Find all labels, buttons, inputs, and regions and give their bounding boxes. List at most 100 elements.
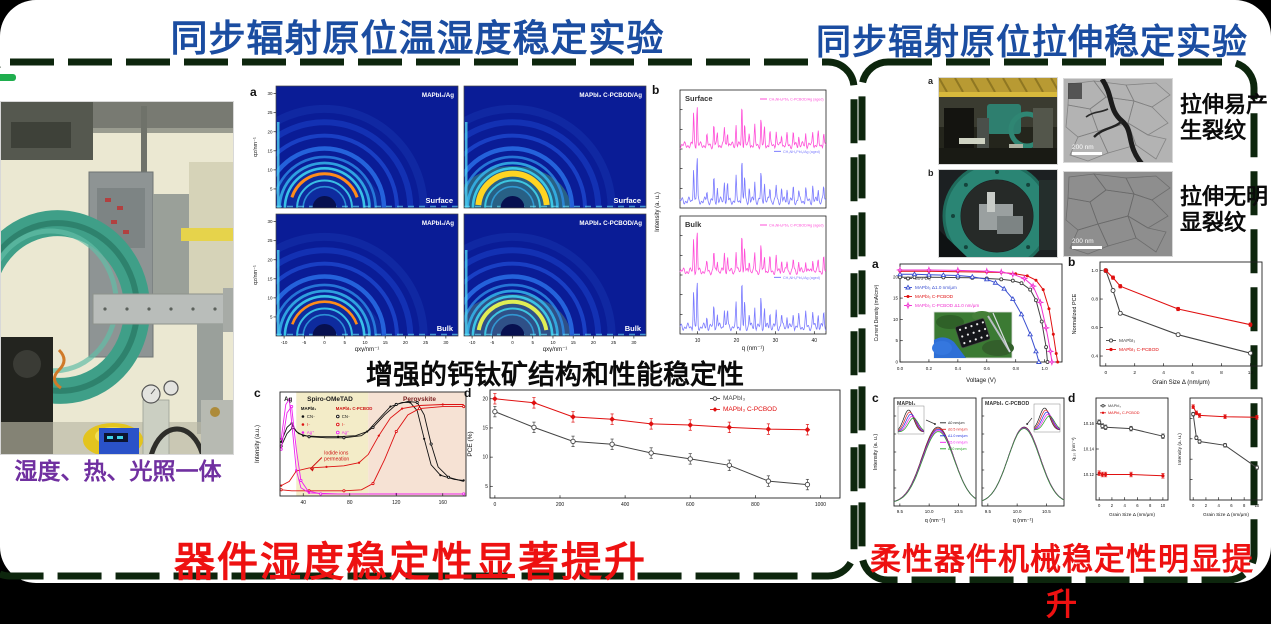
svg-text:CH₃NH₃PbI₃ C-PCBOD/Ag (aged): CH₃NH₃PbI₃ C-PCBOD/Ag (aged) [769, 224, 824, 228]
svg-text:MAPbI₃ C-PCBOD: MAPbI₃ C-PCBOD [336, 406, 373, 411]
svg-text:200 nm: 200 nm [1072, 238, 1094, 245]
svg-text:MAPbI₃: MAPbI₃ [915, 276, 931, 281]
svg-text:10.0: 10.0 [925, 509, 934, 514]
svg-text:MAPbI₃: MAPbI₃ [1108, 404, 1121, 408]
caption-crack: 拉伸易产生裂纹 [1180, 92, 1269, 143]
svg-text:MAPbI₃: MAPbI₃ [897, 401, 916, 407]
svg-text:8: 8 [1243, 503, 1246, 508]
svg-text:0.2: 0.2 [926, 366, 933, 371]
svg-text:10.0: 10.0 [1013, 509, 1022, 514]
svg-text:MAPbI₃ C-PCBOD: MAPbI₃ C-PCBOD [915, 294, 954, 299]
svg-text:0.4: 0.4 [955, 366, 962, 371]
svg-text:20: 20 [403, 340, 409, 345]
svg-text:40: 40 [812, 338, 818, 344]
svg-text:4: 4 [1218, 503, 1221, 508]
svg-text:Current Density (mA/cm²): Current Density (mA/cm²) [874, 284, 880, 341]
svg-text:9.5: 9.5 [897, 509, 904, 514]
svg-text:permeation: permeation [324, 456, 349, 462]
svg-text:CH₃NH₃PbI₃/Ag (aged): CH₃NH₃PbI₃/Ag (aged) [783, 150, 820, 154]
svg-text:d: d [464, 386, 471, 400]
svg-text:MAPbI₃ C-PCBOD: MAPbI₃ C-PCBOD [1108, 411, 1140, 415]
svg-text:6: 6 [1136, 503, 1139, 508]
svg-text:Intensity (a.u.): Intensity (a.u.) [255, 425, 261, 463]
svg-text:5: 5 [343, 340, 346, 345]
svg-text:CH₃NH₃PbI₃ C-PCBOD/Ag (aged): CH₃NH₃PbI₃ C-PCBOD/Ag (aged) [769, 98, 824, 102]
svg-text:4: 4 [1162, 370, 1165, 376]
svg-text:10: 10 [362, 340, 368, 345]
svg-text:Surface: Surface [613, 196, 641, 205]
depth-profile-figure: Ag Spiro-OMeTAD Perovskite MAPbI₃ MAPbI₃ C-P… [254, 386, 467, 506]
photo-beamline [0, 101, 234, 455]
group-borders [0, 58, 1258, 583]
svg-text:Perovskite: Perovskite [403, 396, 436, 403]
svg-text:80: 80 [347, 500, 353, 506]
svg-text:qz/nm⁻¹: qz/nm⁻¹ [253, 137, 259, 157]
svg-text:400: 400 [621, 502, 630, 508]
svg-text:qxy/nm⁻¹: qxy/nm⁻¹ [355, 347, 380, 352]
svg-text:CH₃NH₃PbI₃/Ag (aged): CH₃NH₃PbI₃/Ag (aged) [783, 276, 820, 280]
green-dash-accent [0, 74, 16, 81]
peak-shift-figure: MAPbI₃ 9.5 10.0 10.5 q (nm⁻¹) MAPbI₃ C-PCBOD 9… [872, 391, 1065, 524]
svg-text:10.5: 10.5 [1042, 509, 1051, 514]
svg-text:MAPbI₃: MAPbI₃ [723, 395, 746, 402]
svg-text:10: 10 [482, 455, 488, 461]
svg-text:Intensity (a. u.): Intensity (a. u.) [873, 434, 879, 471]
group-border-right [858, 58, 1258, 583]
svg-text:Normalized PCE: Normalized PCE [1072, 293, 1078, 334]
svg-text:b: b [652, 83, 659, 97]
svg-text:20: 20 [267, 129, 273, 134]
svg-text:Intensity (a. u.): Intensity (a. u.) [655, 192, 661, 232]
photo-a-label: a [928, 76, 934, 86]
caption-humidity-heat-light: 湿度、热、光照一体 [14, 458, 222, 484]
svg-text:10: 10 [1255, 503, 1260, 508]
jv-curves-figure: 0.0 0.2 0.4 0.6 0.8 1.0 0 5 10 15 20 MAPbI₃ MAPbI₃ Δ… [872, 257, 1063, 384]
svg-text:Bulk: Bulk [437, 324, 454, 333]
svg-text:Ag⁺: Ag⁺ [342, 430, 349, 435]
svg-text:MAPbI₃/Ag: MAPbI₃/Ag [422, 92, 454, 99]
svg-text:8: 8 [1149, 503, 1152, 508]
svg-text:Grain Size Δ (nm/μm): Grain Size Δ (nm/μm) [1203, 512, 1249, 518]
normalized-pce-figure: 0 2 4 6 8 10 0.4 0.6 0.8 1.0 MAPbI₃ MAPbI₃ C-PCBOD G… [1068, 255, 1263, 386]
svg-text:MAPbI₃: MAPbI₃ [301, 406, 316, 411]
svg-text:PCE (%): PCE (%) [467, 431, 474, 456]
svg-text:20: 20 [591, 340, 597, 345]
photo-b-label: b [928, 168, 934, 178]
svg-text:0: 0 [493, 502, 496, 508]
svg-text:Surface: Surface [685, 94, 713, 103]
svg-text:Ag: Ag [284, 397, 292, 403]
svg-text:1.0: 1.0 [1091, 268, 1098, 274]
xrd-line-profiles-figure: Surface CH₃NH₃PbI₃ C-PCBOD/Ag (aged) CH₃NH… [652, 83, 827, 352]
svg-text:10: 10 [695, 338, 701, 344]
svg-text:Spiro-OMeTAD: Spiro-OMeTAD [307, 396, 353, 403]
svg-text:0: 0 [1098, 503, 1101, 508]
svg-text:600: 600 [686, 502, 695, 508]
svg-text:Δ5.0 nm/μm: Δ5.0 nm/μm [948, 441, 967, 445]
svg-text:1.0: 1.0 [1042, 366, 1049, 371]
svg-text:0.8: 0.8 [1091, 297, 1098, 303]
svg-text:c: c [254, 386, 261, 400]
svg-text:15: 15 [267, 276, 273, 281]
svg-text:Intensity (a. u.): Intensity (a. u.) [1177, 433, 1183, 465]
svg-text:160: 160 [439, 500, 448, 506]
svg-text:Δ0.5 nm/μm: Δ0.5 nm/μm [948, 428, 967, 432]
svg-text:15: 15 [893, 296, 899, 301]
svg-text:1000: 1000 [815, 502, 826, 508]
svg-text:0: 0 [1192, 503, 1195, 508]
svg-text:0: 0 [323, 340, 326, 345]
svg-text:-10: -10 [281, 340, 288, 345]
svg-text:a: a [872, 257, 879, 271]
svg-text:0: 0 [895, 360, 898, 365]
svg-text:800: 800 [751, 502, 760, 508]
svg-text:Δ1.0 nm/μm: Δ1.0 nm/μm [948, 434, 967, 438]
svg-text:MAPbI₃ C-PCBOD Δ1.0 nm/μm: MAPbI₃ C-PCBOD Δ1.0 nm/μm [915, 303, 979, 308]
svg-text:25: 25 [423, 340, 429, 345]
svg-text:MAPbI₃ Δ1.0 nm/μm: MAPbI₃ Δ1.0 nm/μm [915, 285, 957, 290]
svg-text:Iodide ions: Iodide ions [324, 450, 349, 456]
svg-text:-10: -10 [469, 340, 476, 345]
svg-text:0.4: 0.4 [1091, 354, 1098, 360]
svg-text:MAPbI₃ C-PCBOD/Ag: MAPbI₃ C-PCBOD/Ag [579, 92, 642, 99]
svg-text:120: 120 [392, 500, 401, 506]
svg-text:5: 5 [270, 186, 273, 191]
svg-text:0.0: 0.0 [897, 366, 904, 371]
